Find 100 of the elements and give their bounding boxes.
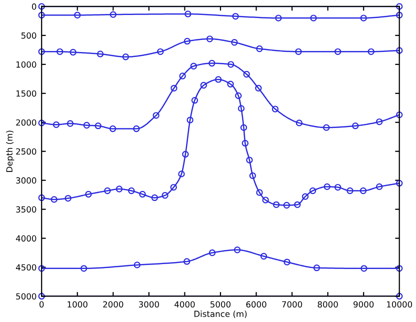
point [38,194,45,202]
point [334,48,342,55]
point [152,112,160,119]
point [234,246,241,254]
point [182,150,189,158]
point [262,196,269,204]
point [133,125,140,132]
y-tick-label: 1500 [16,90,36,97]
point [38,265,45,272]
point [396,265,403,272]
point [232,12,239,20]
point [296,120,303,126]
y-tick-label: 4500 [16,264,36,271]
point [170,84,178,92]
point [170,184,177,191]
point [80,265,88,272]
point [284,258,290,266]
point [275,14,282,22]
point [235,92,242,100]
point [302,193,309,200]
point [243,70,250,78]
point [184,10,192,18]
point [295,48,302,55]
point [272,106,279,112]
point [206,36,214,42]
point [162,192,168,199]
point [227,80,234,88]
point [110,11,116,18]
x-tick-label: 1000 [68,301,88,308]
point [396,47,403,54]
point [179,72,186,80]
point [255,84,262,92]
x-axis-title: Distance (m) [194,310,247,318]
point [52,121,60,128]
point [323,124,330,131]
point [294,201,301,208]
point [231,39,238,46]
point [246,156,253,164]
point [96,50,104,58]
point [352,122,359,130]
point [215,76,222,83]
point [178,170,185,178]
point [50,196,58,203]
point [313,264,320,272]
y-tick-label: 4000 [16,235,36,242]
point [376,118,383,126]
point [309,187,316,194]
point [200,82,207,89]
x-tick-label: 9000 [354,301,374,308]
y-tick-label: 500 [21,32,36,39]
point [64,194,72,202]
x-tick-label: 0 [40,301,44,308]
y-tick-label: 2000 [16,119,36,126]
x-tick-label: 7000 [282,301,302,308]
point [283,202,290,209]
point [122,54,130,60]
point [139,190,146,198]
point [260,252,268,260]
point [104,187,111,194]
y-tick-label: 5000 [16,293,36,300]
x-tick-label: 8000 [318,301,338,308]
y-tick-label: 1000 [16,61,36,68]
point [70,48,76,56]
point [346,187,354,194]
point [190,62,197,70]
y-axis-title: Depth (m) [6,130,14,172]
x-tick-label: 10000 [387,301,412,308]
point [360,14,367,22]
x-tick-label: 3000 [138,301,159,308]
point [310,14,317,22]
point [184,258,190,265]
point [128,187,135,194]
x-tick-label: 6000 [246,301,266,308]
point [157,48,164,55]
point [94,122,102,130]
point [360,265,368,272]
point [74,12,81,18]
point [85,190,92,198]
y-tick-label: 2500 [16,148,36,155]
point [334,184,342,191]
point [256,189,263,196]
point [83,122,90,129]
point [228,61,234,68]
point [208,60,216,67]
point [184,38,191,45]
x-tick-label: 4000 [174,301,195,308]
y-tick-label: 3000 [16,177,36,184]
point [360,187,367,194]
y-tick-label: 3500 [16,206,36,213]
point [38,48,45,55]
point [208,249,216,256]
point [249,172,256,180]
point [56,48,64,55]
x-tick-label: 5000 [210,301,231,308]
point [240,124,248,131]
point [256,45,263,52]
point [151,194,158,202]
point [396,180,403,187]
point [38,12,45,18]
point [272,201,280,208]
